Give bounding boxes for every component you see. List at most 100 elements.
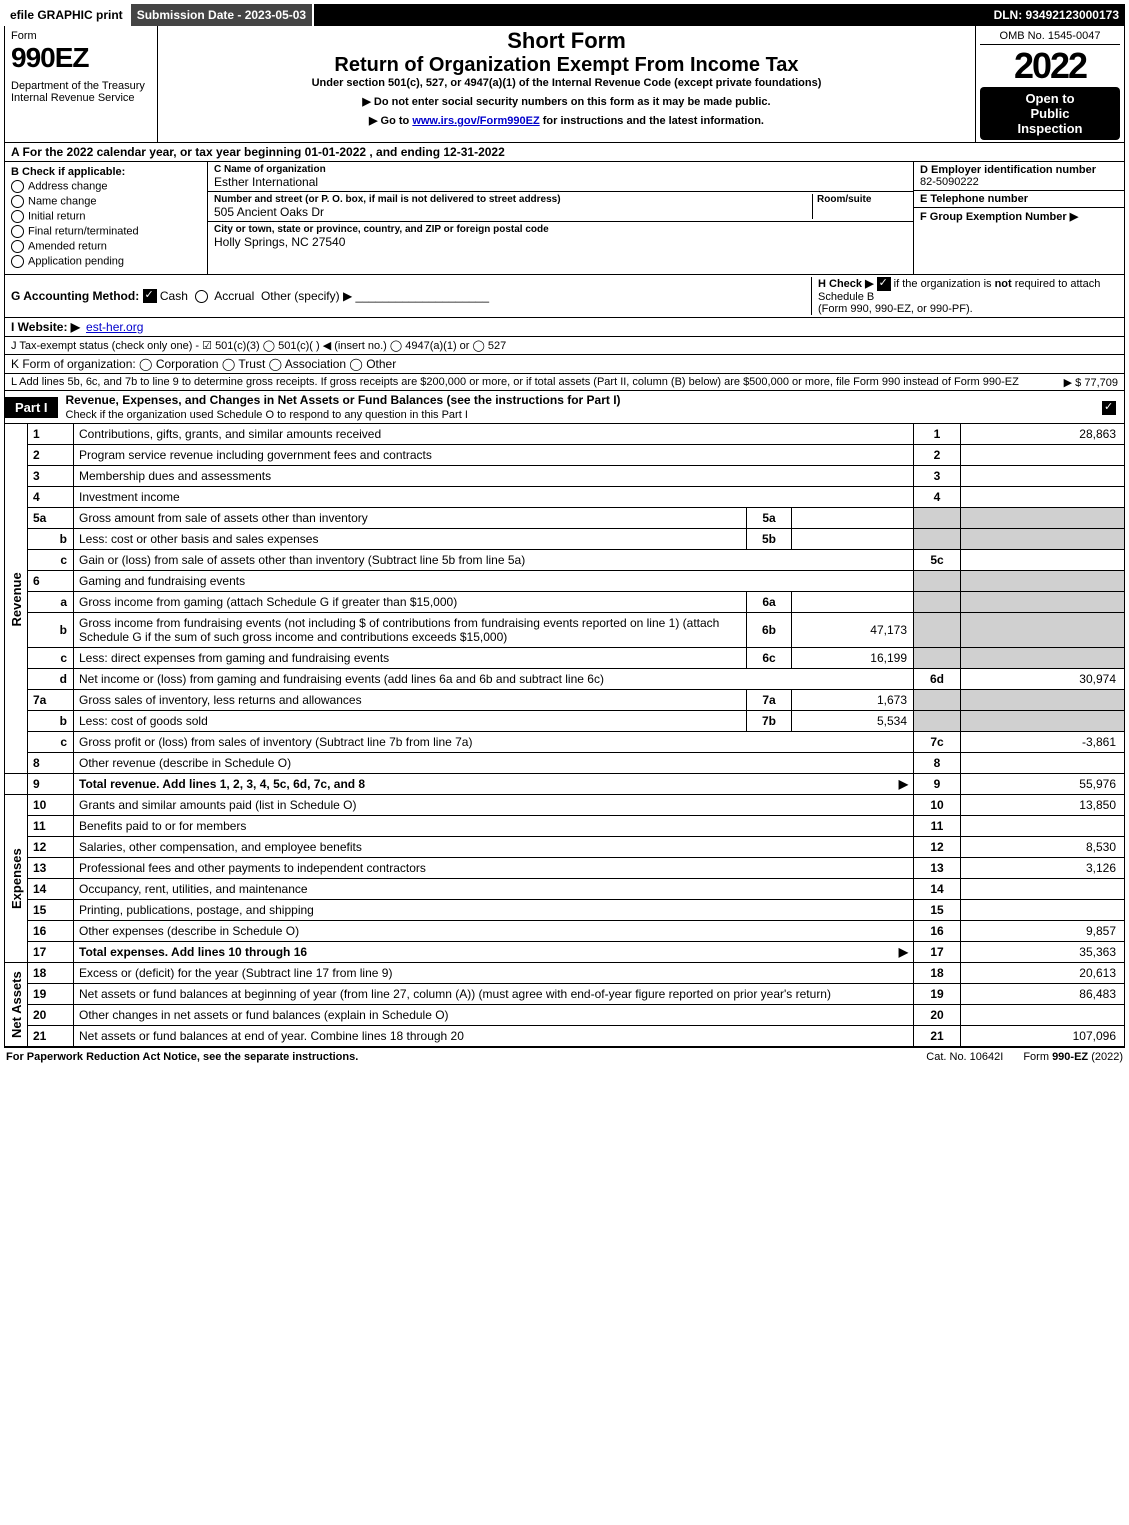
chk-final-return[interactable]: Final return/terminated xyxy=(11,225,201,238)
r20-amt xyxy=(961,1005,1125,1026)
chk-schedule-b[interactable] xyxy=(877,277,891,291)
inspection-line2: Public xyxy=(982,106,1118,121)
title-return: Return of Organization Exempt From Incom… xyxy=(164,54,969,77)
top-bar: efile GRAPHIC print Submission Date - 20… xyxy=(4,4,1125,26)
r3-box: 3 xyxy=(914,466,961,487)
r7a-num: 7a xyxy=(28,690,74,711)
r7b-text: Less: cost of goods sold xyxy=(74,711,747,732)
row-3: 3 Membership dues and assessments 3 xyxy=(5,466,1125,487)
inspection-line3: Inspection xyxy=(982,121,1118,136)
r11-amt xyxy=(961,816,1125,837)
inspection-line1: Open to xyxy=(982,91,1118,106)
r21-text: Net assets or fund balances at end of ye… xyxy=(74,1026,914,1047)
r2-amt xyxy=(961,445,1125,466)
irs-link[interactable]: www.irs.gov/Form990EZ xyxy=(412,115,539,127)
r7b-num: b xyxy=(28,711,74,732)
r6a-num: a xyxy=(28,592,74,613)
part1-title-text: Revenue, Expenses, and Changes in Net As… xyxy=(66,393,621,407)
cash-label: Cash xyxy=(160,289,188,303)
r10-num: 10 xyxy=(28,795,74,816)
r5c-box: 5c xyxy=(914,550,961,571)
r15-box: 15 xyxy=(914,900,961,921)
r18-text: Excess or (deficit) for the year (Subtra… xyxy=(74,963,914,984)
row-12: 12 Salaries, other compensation, and emp… xyxy=(5,837,1125,858)
r14-amt xyxy=(961,879,1125,900)
header-center: Short Form Return of Organization Exempt… xyxy=(158,26,975,142)
r1-amt: 28,863 xyxy=(961,424,1125,445)
r6b-text: Gross income from fundraising events (no… xyxy=(74,613,747,648)
r19-box: 19 xyxy=(914,984,961,1005)
r9-amt: 55,976 xyxy=(961,774,1125,795)
header-left: Form 990EZ Department of the Treasury In… xyxy=(5,26,158,142)
org-name-label: C Name of organization xyxy=(214,164,907,175)
room-label: Room/suite xyxy=(817,194,907,205)
row-11: 11 Benefits paid to or for members 11 xyxy=(5,816,1125,837)
r6d-text: Net income or (loss) from gaming and fun… xyxy=(74,669,914,690)
r11-num: 11 xyxy=(28,816,74,837)
r19-num: 19 xyxy=(28,984,74,1005)
r2-box: 2 xyxy=(914,445,961,466)
instr-goto-pre: ▶ Go to xyxy=(369,115,412,127)
r12-box: 12 xyxy=(914,837,961,858)
irs-label: Internal Revenue Service xyxy=(11,92,151,104)
chk-amended-return[interactable]: Amended return xyxy=(11,240,201,253)
r7a-grey2 xyxy=(961,690,1125,711)
r9-num: 9 xyxy=(28,774,74,795)
part1-title: Revenue, Expenses, and Changes in Net As… xyxy=(58,391,1102,423)
r6b-num: b xyxy=(28,613,74,648)
r6a-grey2 xyxy=(961,592,1125,613)
line-i: I Website: ▶ est-her.org xyxy=(4,318,1125,337)
grp-label: F Group Exemption Number ▶ xyxy=(920,210,1118,223)
line-l: L Add lines 5b, 6c, and 7b to line 9 to … xyxy=(4,374,1125,391)
chk-address-change[interactable]: Address change xyxy=(11,180,201,193)
chk-initial-return[interactable]: Initial return xyxy=(11,210,201,223)
section-a: A For the 2022 calendar year, or tax yea… xyxy=(4,143,1125,162)
r7a-iamt: 1,673 xyxy=(792,690,914,711)
r4-num: 4 xyxy=(28,487,74,508)
row-15: 15 Printing, publications, postage, and … xyxy=(5,900,1125,921)
r7a-ibox: 7a xyxy=(747,690,792,711)
r16-text: Other expenses (describe in Schedule O) xyxy=(74,921,914,942)
row-2: 2 Program service revenue including gove… xyxy=(5,445,1125,466)
r10-text: Grants and similar amounts paid (list in… xyxy=(74,795,914,816)
r7b-grey1 xyxy=(914,711,961,732)
form-word: Form xyxy=(11,30,151,42)
r13-amt: 3,126 xyxy=(961,858,1125,879)
title-short-form: Short Form xyxy=(164,28,969,54)
r5a-iamt xyxy=(792,508,914,529)
chk-cash[interactable] xyxy=(143,289,157,303)
line-h-text3: (Form 990, 990-EZ, or 990-PF). xyxy=(818,303,973,315)
chk-application-pending[interactable]: Application pending xyxy=(11,255,201,268)
row-5c: c Gain or (loss) from sale of assets oth… xyxy=(5,550,1125,571)
r21-num: 21 xyxy=(28,1026,74,1047)
r5a-grey2 xyxy=(961,508,1125,529)
page-footer: For Paperwork Reduction Act Notice, see … xyxy=(4,1047,1125,1066)
chk-schedule-o[interactable] xyxy=(1102,401,1116,415)
r5c-amt xyxy=(961,550,1125,571)
website-link[interactable]: est-her.org xyxy=(86,320,143,334)
ein-label: D Employer identification number xyxy=(920,164,1118,176)
chk-accrual[interactable] xyxy=(195,290,208,303)
r5c-text: Gain or (loss) from sale of assets other… xyxy=(74,550,914,571)
r21-box: 21 xyxy=(914,1026,961,1047)
row-14: 14 Occupancy, rent, utilities, and maint… xyxy=(5,879,1125,900)
instr-goto-post: for instructions and the latest informat… xyxy=(543,115,764,127)
line-k-text: K Form of organization: ◯ Corporation ◯ … xyxy=(11,357,396,371)
line-h-text1: if the organization is xyxy=(894,278,995,290)
vert-netassets: Net Assets xyxy=(5,963,28,1047)
tel-label: E Telephone number xyxy=(920,193,1118,205)
r6d-num: d xyxy=(28,669,74,690)
row-7b: b Less: cost of goods sold 7b 5,534 xyxy=(5,711,1125,732)
line-l-amount: ▶ $ 77,709 xyxy=(1064,376,1118,389)
r6a-text: Gross income from gaming (attach Schedul… xyxy=(74,592,747,613)
inspection-box: Open to Public Inspection xyxy=(980,87,1120,140)
part1-header: Part I Revenue, Expenses, and Changes in… xyxy=(4,391,1125,424)
line-g: G Accounting Method: Cash Accrual Other … xyxy=(11,289,805,304)
instr-goto: ▶ Go to www.irs.gov/Form990EZ for instru… xyxy=(164,114,969,127)
efile-print-label[interactable]: efile GRAPHIC print xyxy=(4,4,131,26)
chk-name-change[interactable]: Name change xyxy=(11,195,201,208)
row-city: City or town, state or province, country… xyxy=(208,222,913,251)
line-h-label: H Check ▶ xyxy=(818,278,874,290)
row-5a: 5a Gross amount from sale of assets othe… xyxy=(5,508,1125,529)
footer-left: For Paperwork Reduction Act Notice, see … xyxy=(6,1051,906,1063)
